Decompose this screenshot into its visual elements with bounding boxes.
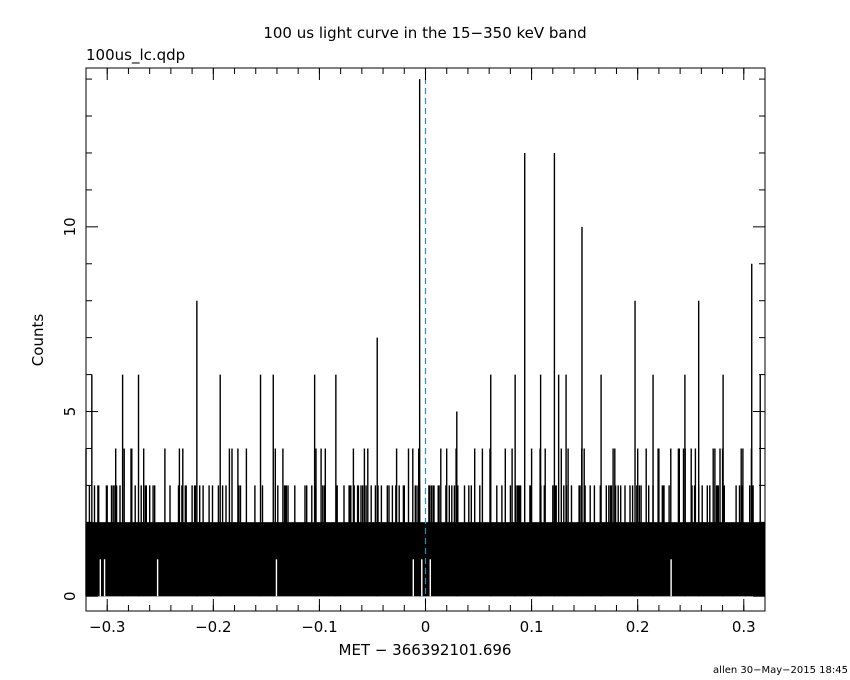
y-axis-ticks: 0 5 10 bbox=[61, 78, 765, 601]
x-tick-label: 0 bbox=[421, 618, 431, 636]
y-tick-label: 0 bbox=[61, 591, 79, 601]
x-tick-label: −0.3 bbox=[89, 618, 125, 636]
x-tick-label: 0.2 bbox=[626, 618, 650, 636]
x-tick-label: 0.3 bbox=[732, 618, 756, 636]
x-axis-ticks: −0.3 −0.2 −0.1 0 0.1 0.2 0.3 bbox=[85, 68, 766, 636]
file-label: 100us_lc.qdp bbox=[86, 46, 185, 65]
y-axis-label: Counts bbox=[29, 314, 47, 367]
y-tick-label: 10 bbox=[61, 217, 79, 236]
chart-title: 100 us light curve in the 15−350 keV ban… bbox=[263, 24, 586, 42]
y-tick-label: 5 bbox=[61, 407, 79, 417]
footer-stamp: allen 30−May−2015 18:45 bbox=[713, 665, 848, 676]
x-tick-label: 0.1 bbox=[520, 618, 544, 636]
x-tick-label: −0.2 bbox=[195, 618, 231, 636]
x-tick-label: −0.1 bbox=[301, 618, 337, 636]
x-axis-label: MET − 366392101.696 bbox=[339, 641, 512, 659]
